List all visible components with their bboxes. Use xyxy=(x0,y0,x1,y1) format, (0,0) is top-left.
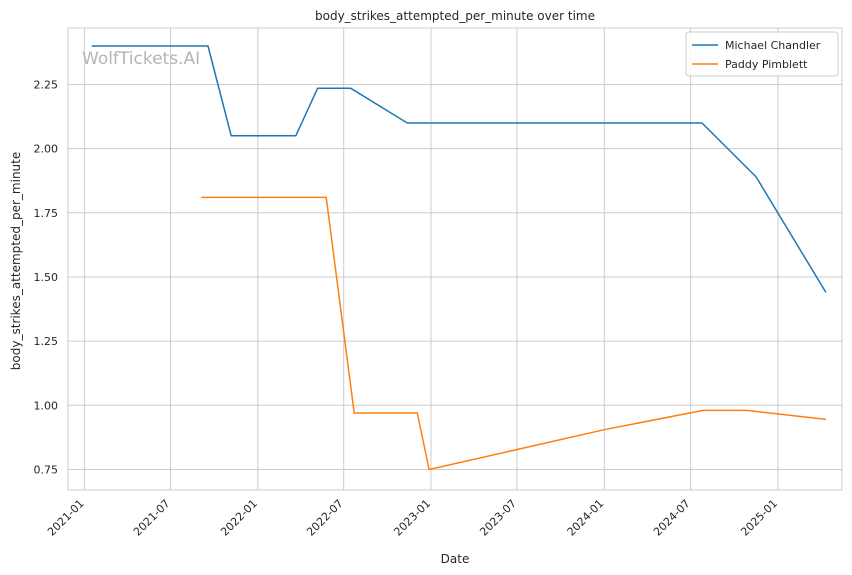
series-line-paddy-pimblett xyxy=(201,196,826,471)
x-tick-label: 2023-01 xyxy=(391,497,433,539)
x-tick-label: 2025-01 xyxy=(738,497,780,539)
y-tick-label: 2.00 xyxy=(34,143,59,156)
series-line-michael-chandler xyxy=(91,45,827,293)
x-tick-label: 2022-01 xyxy=(218,497,260,539)
x-axis-title: Date xyxy=(441,552,470,566)
y-tick-label: 1.25 xyxy=(34,335,59,348)
legend-label-paddy-pimblett: Paddy Pimblett xyxy=(725,58,808,71)
x-tick-label: 2021-01 xyxy=(45,497,87,539)
x-tick-label: 2024-01 xyxy=(565,497,607,539)
y-tick-label: 0.75 xyxy=(34,463,59,476)
legend-box xyxy=(685,31,839,77)
x-tick-label: 2022-07 xyxy=(304,497,346,539)
series-lines xyxy=(91,45,827,471)
x-tick-label: 2021-07 xyxy=(131,497,173,539)
watermark: WolfTickets.AI xyxy=(82,49,200,69)
legend: Michael Chandler Paddy Pimblett xyxy=(685,31,839,77)
chart-title: body_strikes_attempted_per_minute over t… xyxy=(315,9,595,23)
legend-label-michael-chandler: Michael Chandler xyxy=(725,39,821,52)
y-axis-title: body_strikes_attempted_per_minute xyxy=(9,152,23,370)
grid-lines xyxy=(68,28,842,490)
y-axis-ticks: 0.75 1.00 1.25 1.50 1.75 2.00 2.25 xyxy=(34,78,59,476)
y-tick-label: 2.25 xyxy=(34,78,59,91)
x-tick-label: 2024-07 xyxy=(651,497,693,539)
y-tick-label: 1.50 xyxy=(34,271,59,284)
x-axis-ticks: 2021-01 2021-07 2022-01 2022-07 2023-01 2023-… xyxy=(45,497,780,539)
x-tick-label: 2023-07 xyxy=(477,497,519,539)
y-tick-label: 1.00 xyxy=(34,399,59,412)
y-tick-label: 1.75 xyxy=(34,207,59,220)
plot-area-frame xyxy=(67,27,843,491)
